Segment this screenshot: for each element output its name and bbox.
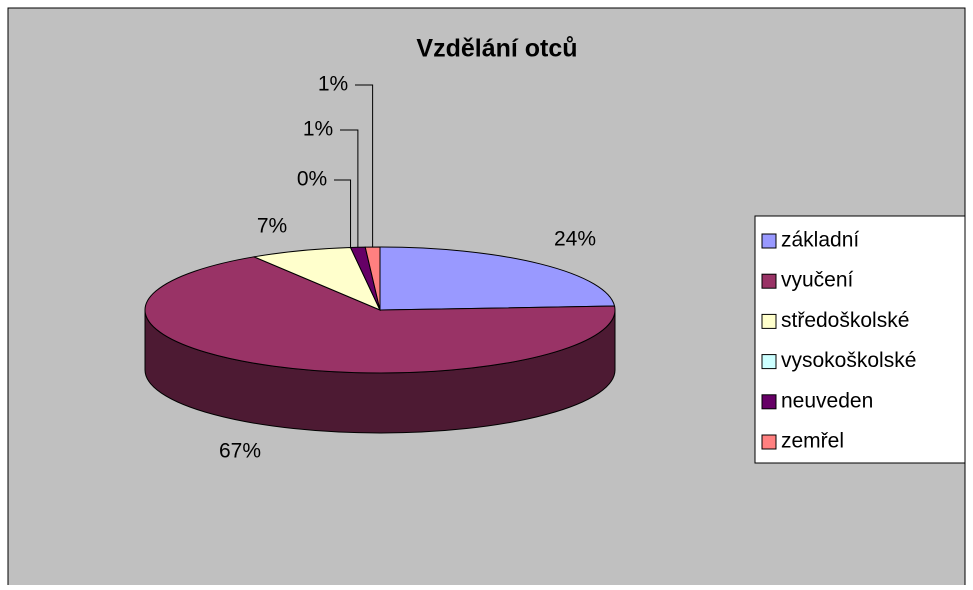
legend-swatch	[761, 273, 777, 289]
data-label: 24%	[554, 228, 596, 251]
data-label: 67%	[219, 440, 261, 463]
leader-line	[334, 179, 352, 248]
legend	[754, 215, 966, 464]
data-label: 1%	[303, 118, 333, 141]
legend-swatch	[761, 434, 777, 450]
legend-label: vysokoškolské	[781, 349, 916, 372]
data-label: 1%	[318, 73, 348, 96]
pie-slice	[379, 246, 616, 311]
legend-label: vyučení	[781, 269, 854, 292]
leader-line	[355, 84, 374, 248]
pie-slice	[144, 256, 616, 374]
data-label: 7%	[257, 215, 287, 238]
pie-slice	[252, 246, 382, 311]
leader-line	[340, 129, 359, 248]
legend-label: zemřel	[781, 430, 844, 453]
data-label: 0%	[297, 168, 327, 191]
legend-label: základní	[781, 229, 859, 252]
chart-title: Vzdělání otců	[416, 35, 577, 63]
legend-label: středoškolské	[781, 309, 909, 332]
legend-swatch	[761, 233, 777, 249]
legend-swatch	[761, 394, 777, 410]
legend-label: neuveden	[781, 389, 873, 412]
legend-swatch	[761, 313, 777, 329]
legend-swatch	[761, 354, 777, 370]
